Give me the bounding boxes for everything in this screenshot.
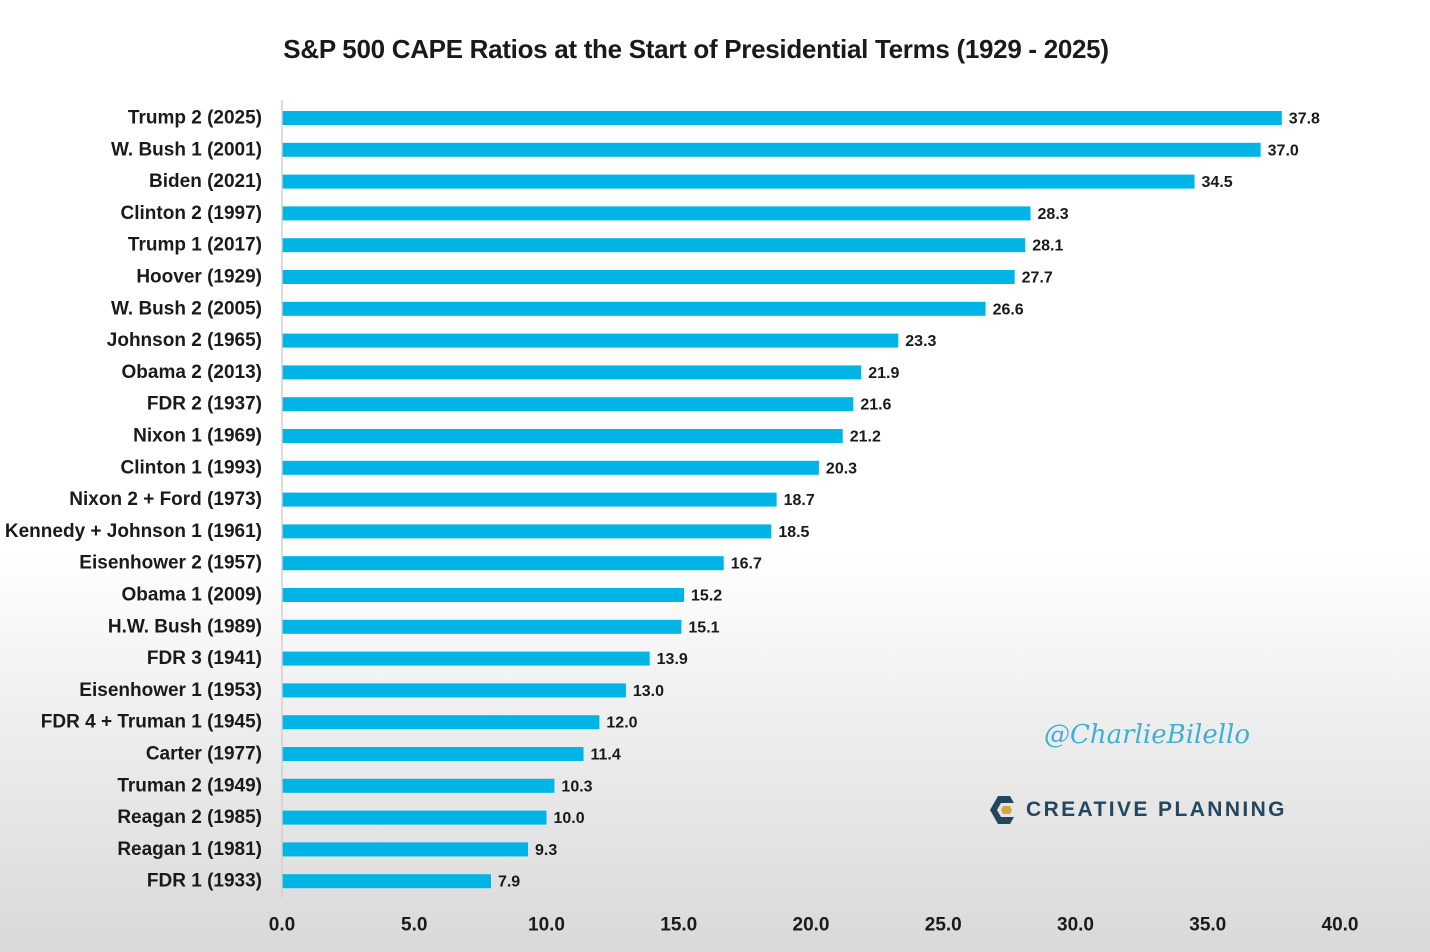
bar — [282, 333, 899, 348]
category-label: Clinton 2 (1997) — [121, 203, 262, 224]
x-axis-ticks: 0.0 5.0 10.0 15.0 20.0 25.0 30.0 35.0 40.0 — [269, 915, 1359, 936]
x-tick-label: 30.0 — [1057, 915, 1094, 936]
category-label: Kennedy + Johnson 1 (1961) — [5, 521, 262, 542]
bar — [282, 715, 600, 730]
x-tick-label: 35.0 — [1189, 915, 1226, 936]
bar — [282, 778, 555, 793]
bar — [282, 238, 1026, 253]
value-label: 20.3 — [826, 460, 857, 477]
value-label: 21.9 — [868, 365, 899, 382]
category-label: Clinton 1 (1993) — [121, 457, 262, 478]
category-label: Hoover (1929) — [136, 267, 262, 288]
category-label: FDR 3 (1941) — [147, 648, 262, 669]
value-label: 26.6 — [993, 301, 1024, 318]
bars-layer — [282, 111, 1282, 889]
value-label: 11.4 — [591, 747, 621, 764]
brand-name: CREATIVE PLANNING — [1026, 798, 1287, 821]
creative-planning-logo-icon — [990, 796, 1014, 824]
category-label: FDR 1 (1933) — [147, 871, 262, 892]
category-label: FDR 2 (1937) — [147, 394, 262, 415]
value-label: 15.1 — [688, 619, 719, 636]
value-labels: 37.8 37.0 34.5 28.3 28.1 27.7 26.6 23.3 21.9 21.6… — [498, 111, 1320, 891]
bar — [282, 842, 528, 857]
bar — [282, 142, 1261, 157]
bar — [282, 619, 682, 634]
x-tick-label: 15.0 — [660, 915, 697, 936]
value-label: 18.5 — [778, 524, 809, 541]
author-handle: @CharlieBilello — [1044, 720, 1250, 750]
value-label: 13.9 — [657, 651, 688, 668]
value-label: 15.2 — [691, 588, 722, 605]
category-labels: Trump 2 (2025) W. Bush 1 (2001) Biden (202… — [5, 108, 262, 892]
x-tick-label: 10.0 — [528, 915, 565, 936]
category-label: Trump 2 (2025) — [128, 108, 262, 129]
value-label: 16.7 — [731, 556, 762, 573]
category-label: Johnson 2 (1965) — [107, 330, 262, 351]
bar — [282, 365, 862, 380]
bar — [282, 174, 1195, 189]
category-label: Reagan 1 (1981) — [117, 839, 262, 860]
category-label: Obama 2 (2013) — [122, 362, 262, 383]
x-tick-label: 40.0 — [1322, 915, 1359, 936]
category-label: Biden (2021) — [149, 171, 262, 192]
bar — [282, 206, 1031, 221]
value-label: 12.0 — [606, 715, 637, 732]
bar — [282, 810, 547, 825]
brand-logo: CREATIVE PLANNING — [986, 792, 1287, 828]
bar — [282, 874, 491, 889]
value-label: 21.6 — [860, 397, 891, 414]
bar — [282, 747, 584, 761]
x-tick-label: 0.0 — [269, 915, 295, 936]
bar — [282, 301, 986, 316]
value-label: 10.0 — [554, 810, 585, 827]
chart-title: S&P 500 CAPE Ratios at the Start of Pres… — [283, 34, 1109, 64]
value-label: 23.3 — [905, 333, 936, 350]
category-label: Reagan 2 (1985) — [117, 807, 262, 828]
bar — [282, 429, 843, 443]
value-label: 18.7 — [784, 492, 815, 509]
category-label: Carter (1977) — [146, 744, 262, 765]
value-label: 21.2 — [850, 429, 881, 446]
bar — [282, 683, 626, 698]
value-label: 7.9 — [498, 874, 520, 891]
bar — [282, 397, 854, 412]
value-label: 10.3 — [561, 778, 592, 795]
bar — [282, 270, 1015, 284]
category-label: W. Bush 2 (2005) — [111, 298, 262, 319]
category-label: Nixon 2 + Ford (1973) — [69, 489, 262, 510]
value-label: 27.7 — [1022, 270, 1053, 287]
category-label: Trump 1 (2017) — [128, 235, 262, 256]
category-label: Obama 1 (2009) — [122, 585, 262, 606]
category-label: Eisenhower 1 (1953) — [79, 680, 262, 701]
category-label: W. Bush 1 (2001) — [111, 139, 262, 160]
x-tick-label: 25.0 — [925, 915, 962, 936]
value-label: 34.5 — [1202, 174, 1233, 191]
bar — [282, 524, 772, 539]
bar — [282, 492, 777, 507]
bar — [282, 588, 685, 602]
category-label: H.W. Bush (1989) — [108, 616, 262, 637]
category-label: FDR 4 + Truman 1 (1945) — [41, 712, 262, 733]
category-label: Nixon 1 (1969) — [133, 426, 262, 447]
bar — [282, 460, 819, 475]
value-label: 37.0 — [1268, 142, 1299, 159]
category-label: Eisenhower 2 (1957) — [79, 553, 262, 574]
x-tick-label: 20.0 — [793, 915, 830, 936]
value-label: 37.8 — [1289, 111, 1320, 128]
category-label: Truman 2 (1949) — [117, 775, 262, 796]
bar — [282, 651, 650, 666]
bar — [282, 556, 724, 571]
value-label: 28.1 — [1032, 238, 1063, 255]
x-tick-label: 5.0 — [401, 915, 427, 936]
bar — [282, 111, 1282, 125]
value-label: 13.0 — [633, 683, 664, 700]
value-label: 28.3 — [1038, 206, 1069, 223]
value-label: 9.3 — [535, 842, 557, 859]
